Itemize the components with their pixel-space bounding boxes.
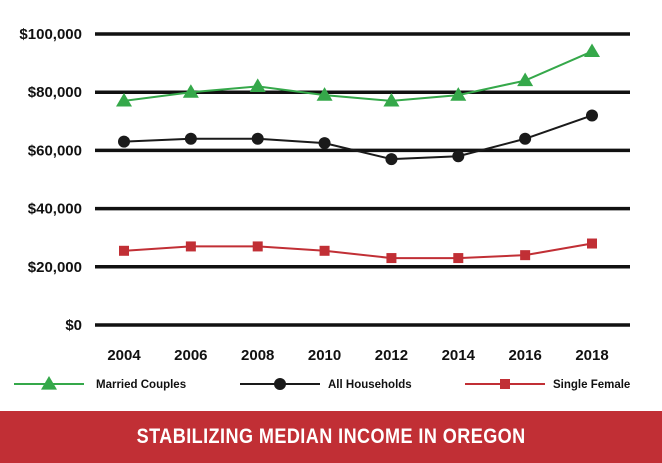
- legend-item: Single Female: [465, 379, 630, 391]
- series-line: [123, 50, 593, 102]
- x-tick-label: 2018: [575, 347, 608, 364]
- y-tick-label: $0: [65, 317, 82, 334]
- line-chart: $0 $20,000 $40,000 $60,000 $80,000 $100,000 2…: [14, 26, 630, 391]
- data-point: [318, 137, 331, 150]
- data-point: [185, 241, 196, 252]
- legend-label: Single Female: [553, 379, 630, 391]
- y-tick-label: $80,000: [28, 84, 82, 101]
- legend-item: All Households: [240, 378, 412, 391]
- data-point: [383, 92, 400, 107]
- series-single-female: [119, 238, 597, 264]
- x-axis-tick-labels: 2004 2006 2008 2010 2012 2014 2016 2018: [107, 347, 608, 364]
- series-line: [123, 242, 593, 260]
- y-tick-label: $20,000: [28, 259, 82, 276]
- data-point: [587, 238, 597, 249]
- legend-marker: [500, 379, 510, 389]
- legend-label: All Households: [328, 379, 412, 391]
- data-point: [319, 245, 330, 256]
- data-point: [116, 92, 132, 107]
- legend-marker: [41, 376, 57, 390]
- series-all-households: [118, 109, 598, 166]
- data-point: [519, 132, 532, 145]
- series-married-couples: [116, 43, 600, 107]
- series-lines: [116, 43, 600, 264]
- data-point: [584, 43, 600, 58]
- y-axis-tick-labels: $0 $20,000 $40,000 $60,000 $80,000 $100,000: [19, 26, 82, 334]
- x-tick-label: 2016: [508, 347, 541, 364]
- gridlines: [95, 32, 630, 327]
- legend-label: Married Couples: [96, 379, 186, 391]
- x-tick-label: 2014: [442, 347, 476, 364]
- x-tick-label: 2012: [375, 347, 408, 364]
- data-point: [249, 78, 266, 92]
- x-tick-label: 2008: [241, 347, 274, 364]
- data-point: [385, 153, 398, 166]
- data-point: [586, 109, 598, 122]
- legend: Married Couples All Households Single Fema…: [14, 376, 630, 391]
- title-banner: STABILIZING MEDIAN INCOME IN OREGON: [0, 411, 662, 463]
- data-point: [316, 87, 333, 101]
- data-point: [450, 87, 467, 101]
- data-point: [119, 245, 129, 256]
- legend-marker: [274, 378, 286, 390]
- data-point: [452, 150, 465, 163]
- data-point: [251, 132, 264, 145]
- x-tick-label: 2010: [308, 347, 341, 364]
- data-point: [520, 250, 531, 261]
- data-point: [252, 241, 263, 252]
- data-point: [182, 84, 199, 98]
- x-tick-label: 2004: [107, 347, 141, 364]
- chart-title: STABILIZING MEDIAN INCOME IN OREGON: [136, 425, 526, 448]
- x-tick-label: 2006: [174, 347, 207, 364]
- y-tick-label: $100,000: [19, 26, 82, 43]
- y-tick-label: $60,000: [28, 142, 82, 159]
- data-point: [453, 253, 464, 264]
- y-tick-label: $40,000: [28, 201, 82, 218]
- data-point: [386, 253, 397, 264]
- data-point: [184, 132, 197, 145]
- data-point: [517, 72, 534, 87]
- legend-item: Married Couples: [14, 376, 186, 391]
- series-line: [123, 114, 593, 161]
- data-point: [118, 135, 130, 148]
